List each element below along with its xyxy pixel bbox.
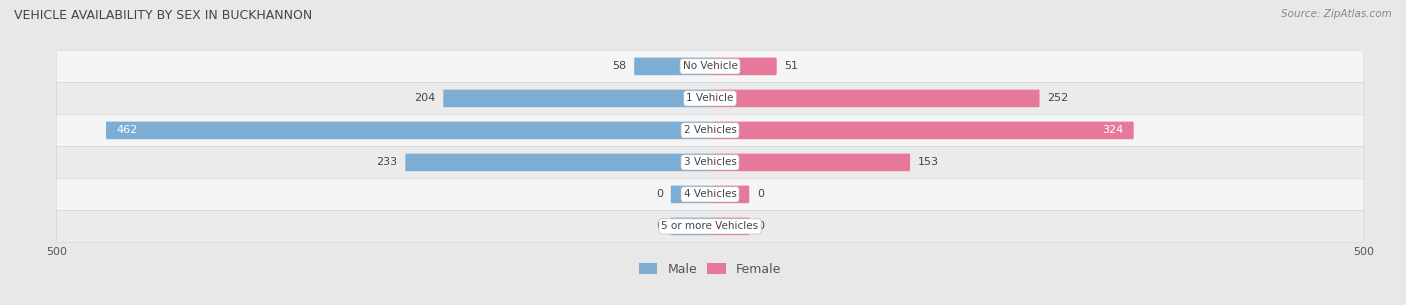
FancyBboxPatch shape [56, 114, 1364, 146]
Text: 51: 51 [785, 61, 799, 71]
FancyBboxPatch shape [56, 82, 1364, 114]
Text: 58: 58 [612, 61, 626, 71]
FancyBboxPatch shape [671, 186, 710, 203]
FancyBboxPatch shape [56, 146, 1364, 178]
Text: 0: 0 [657, 189, 664, 199]
Text: 2 Vehicles: 2 Vehicles [683, 125, 737, 135]
FancyBboxPatch shape [710, 217, 749, 235]
Text: 462: 462 [117, 125, 138, 135]
Text: 0: 0 [756, 221, 763, 231]
Text: 324: 324 [1102, 125, 1123, 135]
Text: 252: 252 [1047, 93, 1069, 103]
FancyBboxPatch shape [105, 122, 710, 139]
FancyBboxPatch shape [710, 90, 1039, 107]
FancyBboxPatch shape [405, 154, 710, 171]
FancyBboxPatch shape [443, 90, 710, 107]
FancyBboxPatch shape [710, 122, 1133, 139]
FancyBboxPatch shape [56, 210, 1364, 242]
FancyBboxPatch shape [710, 154, 910, 171]
Text: 3 Vehicles: 3 Vehicles [683, 157, 737, 167]
Text: 5 or more Vehicles: 5 or more Vehicles [661, 221, 759, 231]
FancyBboxPatch shape [710, 58, 776, 75]
Text: 0: 0 [756, 189, 763, 199]
Text: VEHICLE AVAILABILITY BY SEX IN BUCKHANNON: VEHICLE AVAILABILITY BY SEX IN BUCKHANNO… [14, 9, 312, 22]
FancyBboxPatch shape [56, 50, 1364, 82]
Text: 204: 204 [415, 93, 436, 103]
Text: 1 Vehicle: 1 Vehicle [686, 93, 734, 103]
FancyBboxPatch shape [634, 58, 710, 75]
Text: 233: 233 [377, 157, 398, 167]
Text: Source: ZipAtlas.com: Source: ZipAtlas.com [1281, 9, 1392, 19]
FancyBboxPatch shape [671, 217, 710, 235]
FancyBboxPatch shape [56, 178, 1364, 210]
FancyBboxPatch shape [710, 186, 749, 203]
Text: 0: 0 [657, 221, 664, 231]
Text: 153: 153 [918, 157, 939, 167]
Text: 4 Vehicles: 4 Vehicles [683, 189, 737, 199]
Legend: Male, Female: Male, Female [634, 258, 786, 281]
Text: No Vehicle: No Vehicle [682, 61, 738, 71]
